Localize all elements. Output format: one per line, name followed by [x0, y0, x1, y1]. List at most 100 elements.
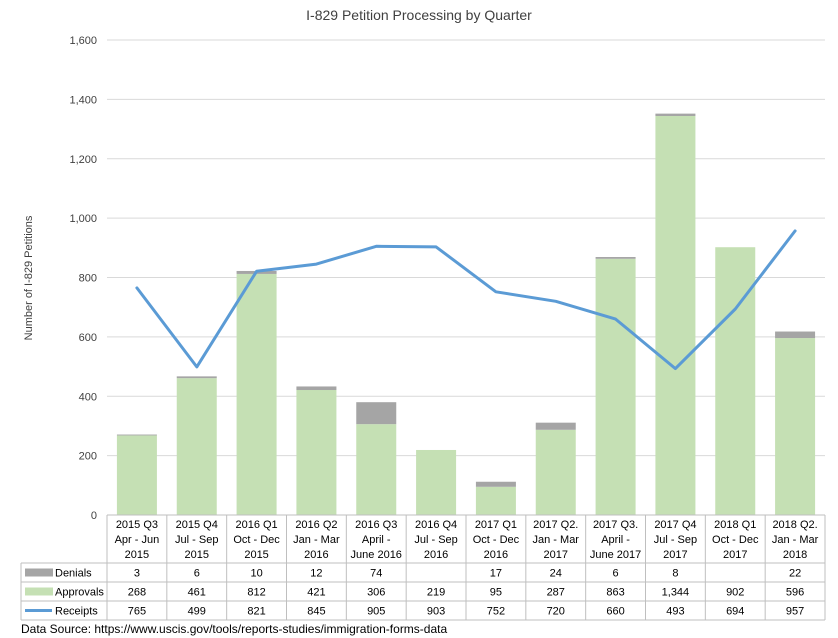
- table-cell-value: 903: [427, 606, 445, 618]
- approvals-bar: [655, 116, 696, 515]
- table-cell-value: 24: [550, 568, 562, 580]
- category-label: 2016 Q2: [295, 519, 337, 531]
- table-cell-value: 6: [194, 568, 200, 580]
- category-label: 2016: [484, 549, 508, 561]
- denials-bar: [296, 386, 337, 391]
- table-cell-value: 17: [490, 568, 502, 580]
- category-label: 2015: [244, 549, 268, 561]
- data-source-note: Data Source: https://www.uscis.gov/tools…: [21, 622, 448, 636]
- category-label: June 2017: [590, 549, 641, 561]
- approvals-bar: [475, 486, 516, 515]
- table-cell-value: 287: [547, 587, 565, 599]
- denials-bar: [775, 331, 816, 339]
- category-label: June 2016: [351, 549, 402, 561]
- table-cell-value: 720: [547, 606, 565, 618]
- denials-bar: [655, 113, 696, 116]
- table-cell-value: 694: [726, 606, 744, 618]
- category-label: 2015: [125, 549, 149, 561]
- table-cell-value: 905: [367, 606, 385, 618]
- denials-bar: [116, 434, 157, 436]
- table-cell-value: 765: [128, 606, 146, 618]
- table-cell-value: 3: [134, 568, 140, 580]
- y-tick-label: 600: [79, 332, 97, 344]
- approvals-bar: [176, 378, 217, 515]
- table-cell-value: 752: [487, 606, 505, 618]
- table-cell-value: 8: [672, 568, 678, 580]
- category-label: Oct - Dec: [473, 534, 520, 546]
- y-tick-label: 800: [79, 273, 97, 285]
- category-label: Jan - Mar: [533, 534, 580, 546]
- approvals-bar: [715, 247, 756, 515]
- table-cell-value: 493: [666, 606, 684, 618]
- approvals-bar: [595, 258, 636, 515]
- y-axis-ticks: 0 200 400 600 800 1,000 1,200 1,400 1,600: [69, 35, 97, 522]
- category-label: 2016: [304, 549, 328, 561]
- category-label: 2015 Q3: [116, 519, 158, 531]
- category-label: 2016 Q4: [415, 519, 457, 531]
- chart-title: I-829 Petition Processing by Quarter: [306, 7, 532, 23]
- category-label: 2017: [544, 549, 568, 561]
- table-cell-value: 95: [490, 587, 502, 599]
- category-label: Jul - Sep: [414, 534, 457, 546]
- legend-label: Receipts: [55, 606, 98, 618]
- y-tick-label: 1,400: [69, 94, 97, 106]
- table-cell-value: 1,344: [662, 587, 690, 599]
- table-cell-value: 6: [613, 568, 619, 580]
- table-cell-value: 660: [606, 606, 624, 618]
- y-axis-label: Number of I-829 Petitions: [23, 215, 35, 340]
- legend-label: Denials: [55, 568, 92, 580]
- category-label: April -: [601, 534, 630, 546]
- approvals-bar: [356, 424, 397, 515]
- table-cell-value: 421: [307, 587, 325, 599]
- category-label: April -: [362, 534, 391, 546]
- category-label: 2015: [185, 549, 209, 561]
- category-label: 2017 Q1: [475, 519, 517, 531]
- table-cell-value: 902: [726, 587, 744, 599]
- category-label: Jan - Mar: [293, 534, 340, 546]
- table-cell-value: 219: [427, 587, 445, 599]
- y-tick-label: 0: [91, 510, 97, 522]
- table-cell-value: 22: [789, 568, 801, 580]
- receipts-line: [135, 229, 797, 371]
- category-label: Apr - Jun: [115, 534, 160, 546]
- table-cell-value: 268: [128, 587, 146, 599]
- category-label: Jan - Mar: [772, 534, 819, 546]
- legend-label: Approvals: [55, 587, 104, 599]
- table-cell-value: 10: [250, 568, 262, 580]
- receipts-line-layer: [135, 229, 797, 371]
- category-label: 2018 Q2.: [772, 519, 817, 531]
- approvals-bar: [775, 338, 816, 515]
- category-label: 2015 Q4: [176, 519, 218, 531]
- category-label: Jul - Sep: [175, 534, 218, 546]
- table-cell-value: 74: [370, 568, 382, 580]
- y-tick-label: 1,600: [69, 35, 97, 47]
- table-cell-value: 499: [188, 606, 206, 618]
- denials-bar: [356, 402, 397, 425]
- y-tick-label: 200: [79, 451, 97, 463]
- category-label: 2016 Q1: [235, 519, 277, 531]
- table-cell-value: 306: [367, 587, 385, 599]
- category-label: Oct - Dec: [712, 534, 759, 546]
- y-tick-label: 1,200: [69, 154, 97, 166]
- denials-bar: [176, 376, 217, 379]
- category-label: 2017 Q2.: [533, 519, 578, 531]
- category-label: 2018 Q1: [714, 519, 756, 531]
- y-tick-label: 400: [79, 391, 97, 403]
- category-label: 2017 Q4: [654, 519, 696, 531]
- table-cell-value: 596: [786, 587, 804, 599]
- category-label: 2017: [663, 549, 687, 561]
- gridlines: [107, 39, 825, 516]
- approvals-bar: [236, 273, 277, 515]
- denials-bar: [595, 257, 636, 259]
- table-cell-value: 461: [188, 587, 206, 599]
- category-label: Jul - Sep: [654, 534, 697, 546]
- table-cell-value: 12: [310, 568, 322, 580]
- denials-legend-key: [25, 568, 53, 577]
- approvals-legend-key: [25, 587, 53, 596]
- denials-bar: [535, 422, 576, 430]
- approvals-bar: [296, 390, 337, 515]
- category-label: 2018: [783, 549, 807, 561]
- denials-bar: [475, 481, 516, 487]
- bars: [116, 113, 816, 515]
